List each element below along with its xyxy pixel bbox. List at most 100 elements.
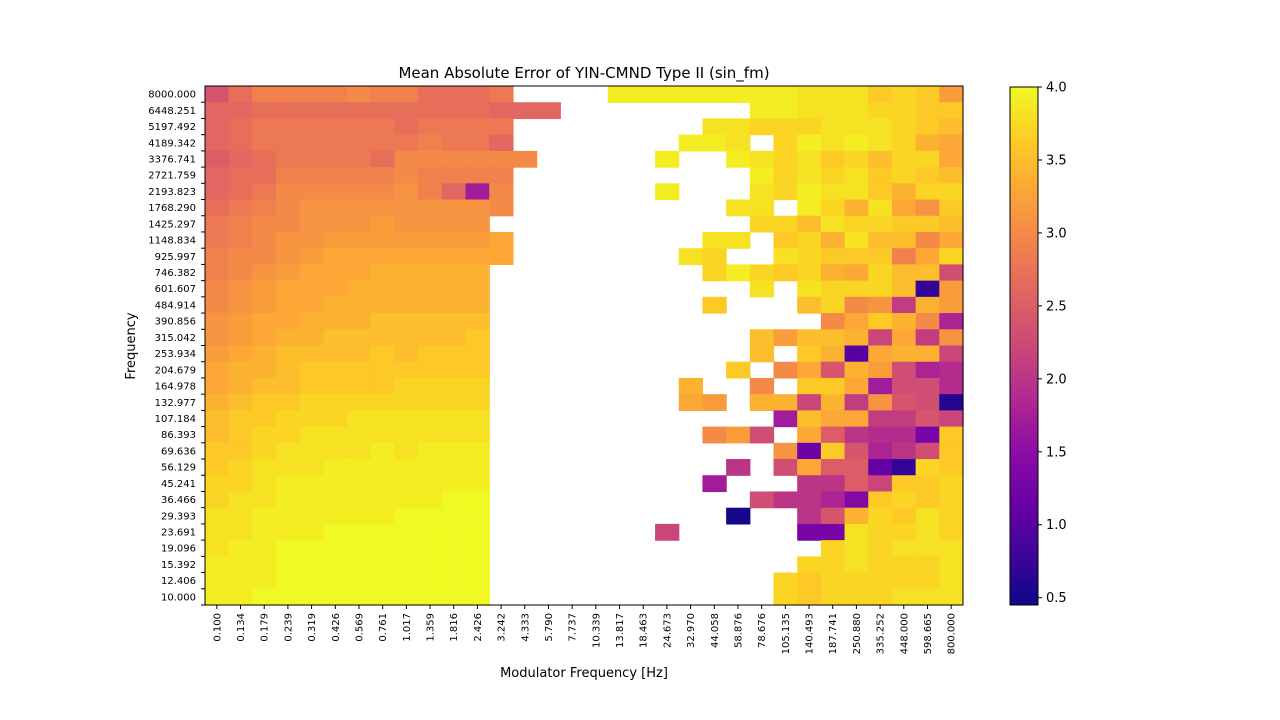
heatmap-cell xyxy=(252,280,277,298)
heatmap-cell xyxy=(868,231,893,249)
heatmap-cell xyxy=(915,296,940,314)
heatmap-cell xyxy=(726,459,751,476)
heatmap-cell xyxy=(868,313,893,330)
heatmap-cell xyxy=(323,102,348,120)
heatmap-cell xyxy=(797,523,822,541)
heatmap-cell xyxy=(915,523,940,541)
heatmap-cell xyxy=(228,410,253,428)
heatmap-cell xyxy=(299,426,325,444)
heatmap-cell xyxy=(205,86,230,103)
heatmap-cell xyxy=(323,150,348,168)
heatmap-cell xyxy=(418,118,443,136)
heatmap-cell xyxy=(394,167,419,184)
heatmap-cell xyxy=(347,102,372,120)
heatmap-cell xyxy=(726,134,751,152)
x-tick-label: 5.790 xyxy=(544,613,555,642)
heatmap-cell xyxy=(394,118,419,136)
heatmap-cell xyxy=(915,475,940,493)
heatmap-cell xyxy=(844,329,869,347)
heatmap-cell xyxy=(655,183,680,201)
heatmap-cell xyxy=(299,102,325,120)
heatmap-cell xyxy=(252,86,277,103)
heatmap-cell xyxy=(844,248,869,266)
heatmap-cell xyxy=(205,167,230,184)
heatmap-cell xyxy=(370,394,396,411)
heatmap-cell xyxy=(891,134,917,152)
heatmap-cell xyxy=(891,394,917,411)
heatmap-cell xyxy=(394,264,419,282)
heatmap-cell xyxy=(465,231,490,249)
heatmap-cell xyxy=(370,556,396,574)
x-tick-label: 187.741 xyxy=(828,613,839,654)
heatmap-cell xyxy=(844,426,869,444)
heatmap-cell xyxy=(915,313,940,330)
heatmap-cell xyxy=(844,442,869,460)
heatmap-cell xyxy=(465,540,490,557)
heatmap-cell xyxy=(299,507,325,525)
heatmap-cell xyxy=(394,345,419,363)
y-tick-label: 86.393 xyxy=(161,430,196,441)
heatmap-cell xyxy=(465,199,490,217)
heatmap-cell xyxy=(844,313,869,330)
heatmap-cell xyxy=(797,394,822,411)
heatmap-cell xyxy=(347,296,372,314)
heatmap-cell xyxy=(797,329,822,347)
heatmap-cell xyxy=(441,345,467,363)
heatmap-cell xyxy=(418,264,443,282)
heatmap-cell xyxy=(299,150,325,168)
heatmap-cell xyxy=(891,313,917,330)
y-tick-label: 5197.492 xyxy=(148,122,196,133)
heatmap-cell xyxy=(820,345,846,363)
heatmap-cell xyxy=(347,523,372,541)
heatmap-cell xyxy=(726,426,751,444)
heatmap-cell xyxy=(891,459,917,476)
x-tick-label: 0.179 xyxy=(260,613,271,642)
heatmap-cell xyxy=(370,345,396,363)
heatmap-cell xyxy=(915,102,940,120)
heatmap-cell xyxy=(465,507,490,525)
heatmap-cell xyxy=(347,410,372,428)
heatmap-cell xyxy=(394,459,419,476)
heatmap-cell xyxy=(394,134,419,152)
heatmap-cell xyxy=(276,588,301,606)
heatmap-cell xyxy=(939,313,964,330)
heatmap-cell xyxy=(465,183,490,201)
heatmap-cell xyxy=(252,377,277,395)
heatmap-cell xyxy=(820,459,846,476)
heatmap-cell xyxy=(891,377,917,395)
heatmap-cell xyxy=(915,556,940,574)
heatmap-cell xyxy=(252,459,277,476)
heatmap-cell xyxy=(205,377,230,395)
heatmap-cell xyxy=(868,361,893,379)
heatmap-cell xyxy=(394,572,419,590)
heatmap-cell xyxy=(465,426,490,444)
heatmap-cell xyxy=(347,588,372,606)
heatmap-cell xyxy=(749,167,775,184)
heatmap-cell xyxy=(773,118,798,136)
heatmap-cell xyxy=(868,588,893,606)
heatmap-cell xyxy=(773,215,798,233)
heatmap-cell xyxy=(394,199,419,217)
heatmap-cell xyxy=(702,118,727,136)
heatmap-cell xyxy=(441,150,467,168)
heatmap-cell xyxy=(323,540,348,557)
heatmap-cell xyxy=(489,199,514,217)
heatmap-cell xyxy=(418,459,443,476)
heatmap-cell xyxy=(418,134,443,152)
heatmap-cell xyxy=(252,118,277,136)
heatmap-cell xyxy=(252,167,277,184)
heatmap-cell xyxy=(915,134,940,152)
heatmap-cell xyxy=(252,264,277,282)
heatmap-cell xyxy=(205,475,230,493)
x-tick-label: 140.493 xyxy=(805,613,816,654)
heatmap-cell xyxy=(797,442,822,460)
heatmap-cell xyxy=(797,248,822,266)
heatmap-cell xyxy=(891,264,917,282)
heatmap-cell xyxy=(465,86,490,103)
heatmap-cell xyxy=(868,86,893,103)
heatmap-cell xyxy=(702,231,727,249)
heatmap-cell xyxy=(915,377,940,395)
heatmap-cell xyxy=(726,150,751,168)
heatmap-cell xyxy=(299,264,325,282)
heatmap-cell xyxy=(820,150,846,168)
